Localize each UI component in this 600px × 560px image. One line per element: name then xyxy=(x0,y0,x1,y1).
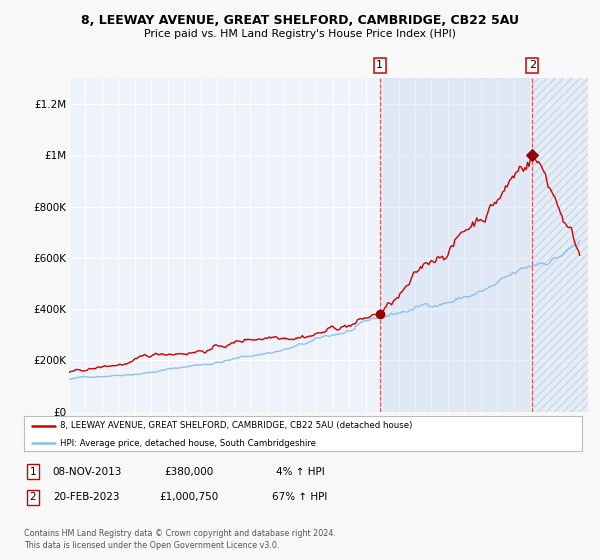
Text: 1: 1 xyxy=(29,466,37,477)
Text: 8, LEEWAY AVENUE, GREAT SHELFORD, CAMBRIDGE, CB22 5AU: 8, LEEWAY AVENUE, GREAT SHELFORD, CAMBRI… xyxy=(81,14,519,27)
Bar xyxy=(380,78,532,412)
Text: 8, LEEWAY AVENUE, GREAT SHELFORD, CAMBRIDGE, CB22 5AU (detached house): 8, LEEWAY AVENUE, GREAT SHELFORD, CAMBRI… xyxy=(60,421,413,430)
Bar xyxy=(532,78,588,412)
Text: 2: 2 xyxy=(529,60,536,70)
Text: £380,000: £380,000 xyxy=(164,466,214,477)
Bar xyxy=(532,78,588,412)
Text: Contains HM Land Registry data © Crown copyright and database right 2024.
This d: Contains HM Land Registry data © Crown c… xyxy=(24,529,336,550)
Text: 20-FEB-2023: 20-FEB-2023 xyxy=(54,492,120,502)
Text: 67% ↑ HPI: 67% ↑ HPI xyxy=(272,492,328,502)
Text: Price paid vs. HM Land Registry's House Price Index (HPI): Price paid vs. HM Land Registry's House … xyxy=(144,29,456,39)
Point xyxy=(527,151,537,160)
Text: 08-NOV-2013: 08-NOV-2013 xyxy=(52,466,122,477)
Text: 1: 1 xyxy=(376,60,383,70)
Text: £1,000,750: £1,000,750 xyxy=(160,492,218,502)
Point xyxy=(375,310,385,319)
Text: HPI: Average price, detached house, South Cambridgeshire: HPI: Average price, detached house, Sout… xyxy=(60,438,316,447)
Text: 2: 2 xyxy=(29,492,37,502)
Text: 4% ↑ HPI: 4% ↑ HPI xyxy=(275,466,325,477)
